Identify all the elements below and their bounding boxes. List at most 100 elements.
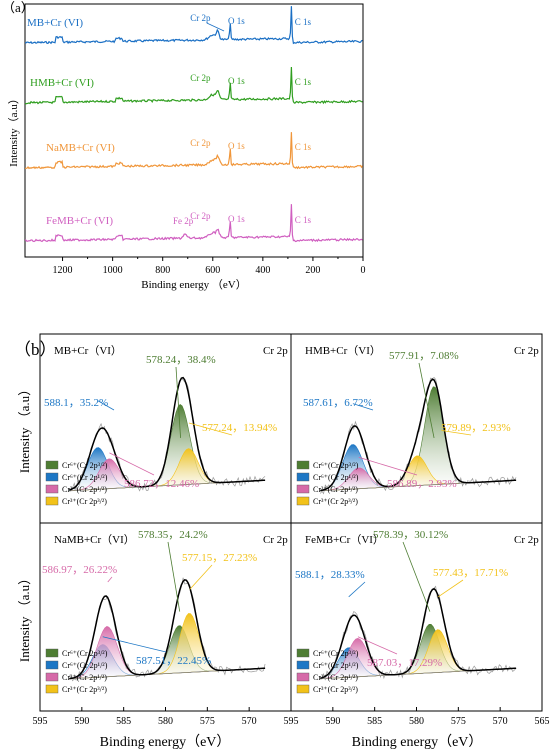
survey-x-tick-label: 200 — [305, 265, 320, 276]
survey-x-tick-label: 1200 — [53, 265, 73, 276]
legend-entry: Cr³⁺(Cr 2p³/²) — [313, 497, 358, 506]
survey-peak-label: O 1s — [228, 141, 245, 151]
legend-swatch — [296, 472, 310, 482]
survey-peak-label: Fe 2p — [173, 216, 194, 226]
survey-series-name: MB+Cr (VI) — [27, 17, 83, 29]
legend-swatch — [45, 660, 59, 670]
component-annotation: 578.24，38.4% — [146, 354, 216, 366]
component-annotation: 579.89，2.93% — [441, 422, 511, 434]
cr2p-y-label-top: Intensity （a.u） — [17, 383, 32, 473]
cr2p-x-tick-label: 565 — [535, 716, 550, 727]
survey-peak-label: C 1s — [295, 17, 312, 27]
survey-peak-label: C 1s — [295, 142, 312, 152]
legend-swatch — [296, 660, 310, 670]
cr2p-subpanel: HMB+Cr（VI） Cr 2p 577.91，7.08% 587.61，6.72% 5… — [296, 344, 539, 506]
component-annotation: 586.89，2.93% — [387, 478, 457, 490]
legend-entry: Cr³⁺(Cr 2p³/²) — [62, 497, 107, 506]
fit-envelope-line — [69, 376, 266, 491]
fit-envelope-line — [320, 378, 517, 492]
component-annotation: 577.24，13.94% — [202, 422, 277, 434]
cr2p-x-label-left: Binding energy（eV） — [100, 734, 231, 750]
annotation-leader — [357, 636, 398, 655]
subpanel-tag: Cr 2p — [514, 534, 539, 546]
cr2p-x-tick-label: 580 — [158, 716, 173, 727]
legend-swatch — [296, 460, 310, 470]
annotation-leader — [102, 636, 167, 653]
legend-entry: Cr³⁺(Cr 2p³/²) — [62, 685, 107, 694]
component-annotation: 588.1，35.2% — [44, 397, 108, 409]
cr2p-x-tick-label: 590 — [325, 716, 340, 727]
annotation-leader — [348, 581, 366, 598]
survey-spectrum-line — [24, 66, 363, 105]
survey-series-name: FeMB+Cr (VI) — [46, 215, 113, 227]
survey-peak-label: O 1s — [228, 16, 245, 26]
panel-a-label: （a） — [2, 0, 34, 15]
annotation-leader — [358, 456, 418, 476]
legend-swatch — [45, 460, 59, 470]
component-annotation: 588.1，28.33% — [295, 569, 365, 581]
legend-swatch — [45, 684, 59, 694]
survey-peak-label: O 1s — [228, 214, 245, 224]
legend-entry: Cr³⁺(Cr 2p¹/²) — [313, 673, 358, 682]
survey-series-name: NaMB+Cr (VI) — [46, 142, 115, 154]
cr2p-subpanel: MB+Cr（VI） Cr 2p 578.24，38.4% 588.1，35.2% 577… — [44, 344, 288, 506]
component-annotation: 587.61，6.72% — [303, 397, 373, 409]
survey-series-name: HMB+Cr (VI) — [30, 77, 94, 89]
survey-x-tick-label: 600 — [205, 265, 220, 276]
subpanel-title: HMB+Cr（VI） — [305, 344, 381, 357]
legend-entry: Cr⁶⁺(Cr 2p³/²) — [313, 461, 359, 470]
survey-spectrum-line — [25, 132, 363, 170]
survey-peak-label: O 1s — [228, 76, 245, 86]
legend-swatch — [296, 684, 310, 694]
legend-swatch — [296, 648, 310, 658]
annotation-leader — [107, 576, 113, 583]
cr2p-panel: （b） Intensity （a.u） Intensity （a.u） Bind… — [14, 333, 550, 750]
component-annotation: 587.51，22.45% — [136, 655, 211, 667]
cr2p-x-tick-label: 570 — [242, 716, 257, 727]
legend-entry: Cr⁶⁺(Cr 2p¹/²) — [62, 473, 108, 482]
component-annotation: 586.97，26.22% — [42, 564, 117, 576]
annotation-leader — [402, 541, 431, 612]
cr2p-x-tick-label: 580 — [409, 716, 424, 727]
survey-panel: （a） Intensity（a.u） Binding energy （eV） 1… — [2, 0, 366, 291]
cr2p-x-label-right: Binding energy（eV） — [352, 734, 483, 750]
survey-peak-label: C 1s — [295, 215, 312, 225]
component-annotation: 577.15，27.23% — [182, 552, 257, 564]
survey-peak-label: Cr 2p — [190, 138, 211, 148]
component-annotation: 586.72，12.46% — [124, 478, 199, 490]
legend-swatch — [296, 484, 310, 494]
legend-entry: Cr⁶⁺(Cr 2p¹/²) — [62, 661, 108, 670]
cr2p-x-tick-label: 595 — [284, 716, 299, 727]
cr2p-y-label-bottom: Intensity （a.u） — [17, 572, 32, 662]
subpanel-title: MB+Cr（VI） — [54, 344, 122, 357]
cr2p-x-tick-label: 585 — [367, 716, 382, 727]
survey-x-tick-label: 400 — [255, 265, 270, 276]
legend-entry: Cr³⁺(Cr 2p¹/²) — [313, 485, 358, 494]
component-annotation: 578.39，30.12% — [373, 529, 448, 541]
survey-x-tick-label: 0 — [361, 265, 366, 276]
annotation-leader — [109, 452, 155, 476]
survey-spectrum-line — [24, 6, 363, 45]
annotation-leader — [352, 403, 374, 411]
legend-entry: Cr⁶⁺(Cr 2p¹/²) — [313, 661, 359, 670]
legend-swatch — [296, 496, 310, 506]
legend-swatch — [296, 672, 310, 682]
component-annotation: 578.35，24.2% — [138, 529, 208, 541]
cr2p-x-tick-label: 575 — [451, 716, 466, 727]
survey-peak-label: Cr 2p — [190, 211, 211, 221]
legend-entry: Cr⁶⁺(Cr 2p³/²) — [62, 649, 108, 658]
subpanel-tag: Cr 2p — [263, 345, 288, 357]
legend-entry: Cr³⁺(Cr 2p¹/²) — [62, 673, 107, 682]
survey-peak-label: Cr 2p — [190, 13, 211, 23]
survey-x-label: Binding energy （eV） — [141, 278, 247, 291]
cr2p-x-tick-label: 595 — [33, 716, 48, 727]
subpanel-tag: Cr 2p — [263, 534, 288, 546]
survey-peak-arrow — [206, 22, 225, 32]
survey-x-tick-label: 800 — [155, 265, 170, 276]
legend-entry: Cr⁶⁺(Cr 2p³/²) — [313, 649, 359, 658]
survey-peak-label: C 1s — [295, 77, 312, 87]
annotation-leader — [189, 564, 213, 590]
fit-envelope-line — [320, 587, 517, 679]
legend-entry: Cr⁶⁺(Cr 2p¹/²) — [313, 473, 359, 482]
